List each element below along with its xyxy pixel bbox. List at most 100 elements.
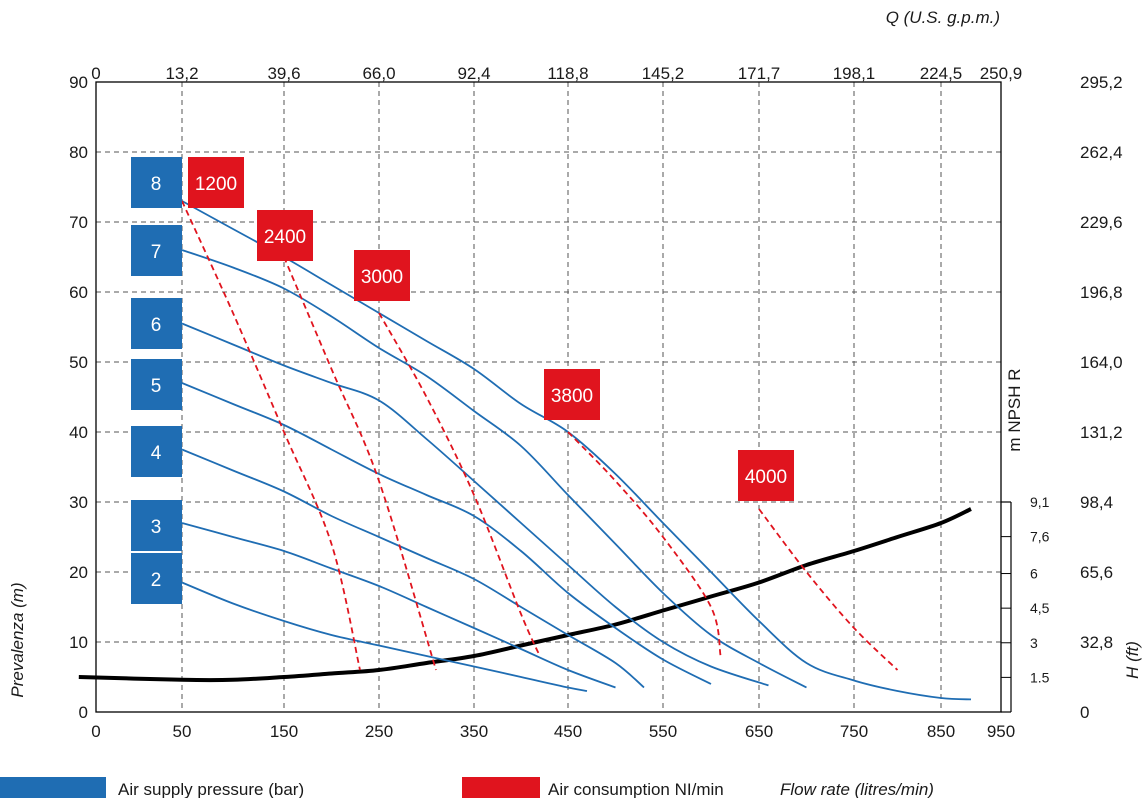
x-tick-label: 0 (91, 722, 100, 741)
y-tick-label: 10 (69, 633, 88, 652)
pressure-curve-5 (181, 382, 712, 685)
pressure-label-text: 3 (151, 517, 162, 538)
legend-flow-label: Flow rate (litres/min) (780, 780, 934, 798)
consumption-label-box (188, 157, 244, 208)
legend-consumption-swatch (462, 777, 540, 798)
legend-pressure-label: Air supply pressure (bar) (118, 780, 304, 798)
pressure-label-text: 8 (151, 174, 162, 195)
x-top-tick-label: 224,5 (920, 64, 963, 83)
pressure-label-text: 2 (151, 570, 162, 591)
pressure-label-text: 5 (151, 376, 162, 397)
curves (78, 200, 972, 701)
pressure-label-5: 5 (131, 359, 182, 410)
pressure-label-6: 6 (131, 298, 182, 349)
consumption-curve-3800 (567, 431, 722, 657)
x-tick-label: 450 (554, 722, 582, 741)
pressure-label-box (131, 500, 182, 551)
consumption-label-4000: 4000 (738, 450, 794, 501)
pressure-label-2: 2 (131, 553, 182, 604)
consumption-label-text: 2400 (264, 227, 306, 248)
consumption-label-text: 1200 (195, 174, 237, 195)
x-tick-label: 50 (173, 722, 192, 741)
pressure-label-box (131, 225, 182, 276)
y-right-tick-label: 164,0 (1080, 353, 1123, 372)
x-top-tick-label: 13,2 (165, 64, 198, 83)
consumption-curve-2400 (283, 256, 437, 671)
plot-frame (95, 81, 1002, 713)
pressure-label-text: 4 (151, 443, 162, 464)
x-tick-label: 150 (270, 722, 298, 741)
consumption-label-2400: 2400 (257, 210, 313, 261)
y-right-tick-label: 262,4 (1080, 143, 1123, 162)
pressure-curve-3 (181, 522, 616, 689)
x-tick-label: 650 (745, 722, 773, 741)
legend-consumption-label: Air consumption NI/min (548, 780, 724, 798)
consumption-label-box (257, 210, 313, 261)
npsh-curve (78, 507, 972, 683)
x-top-tick-label: 92,4 (457, 64, 490, 83)
right-axis-title: H (ft) (1123, 641, 1142, 679)
y-tick-label: 50 (69, 353, 88, 372)
pressure-label-box (131, 553, 182, 604)
npsh-axis (1001, 501, 1012, 713)
x-tick-label: 550 (649, 722, 677, 741)
y-tick-label: 60 (69, 283, 88, 302)
y-tick-label: 20 (69, 563, 88, 582)
x-top-tick-label: 171,7 (738, 64, 781, 83)
npsh-tick-label: 9,1 (1030, 494, 1050, 510)
pressure-label-box (131, 298, 182, 349)
y-tick-label: 0 (79, 703, 88, 722)
x-top-tick-label: 198,1 (833, 64, 876, 83)
x-top-tick-label: 118,8 (547, 64, 588, 83)
legend-pressure-swatch (0, 777, 106, 798)
npsh-axis-title: m NPSH R (1005, 368, 1024, 451)
x-tick-label: 750 (840, 722, 868, 741)
consumption-label-3800: 3800 (544, 369, 600, 420)
pressure-curve-4 (181, 448, 645, 689)
npsh-tick-label: 3 (1030, 635, 1038, 651)
y-right-tick-label: 0 (1080, 703, 1089, 722)
top-axis-title: Q (U.S. g.p.m.) (886, 8, 1000, 27)
x-tick-label: 250 (365, 722, 393, 741)
y-tick-label: 90 (69, 73, 88, 92)
consumption-curve-4000 (758, 508, 899, 671)
consumption-label-text: 3000 (361, 267, 403, 288)
pressure-curve-7 (181, 249, 807, 689)
consumption-curve-3000 (378, 312, 541, 657)
curve-labels: 8 7 6 5 4 3 2 1200 2400 3000 3800 4000 (131, 157, 794, 604)
npsh-tick-label: 1.5 (1030, 669, 1050, 685)
consumption-label-text: 3800 (551, 386, 593, 407)
x-top-tick-label: 39,6 (267, 64, 300, 83)
consumption-label-box (738, 450, 794, 501)
grid-lines (96, 82, 1001, 712)
x-top-tick-label: 250,9 (980, 64, 1023, 83)
npsh-tick-label: 4,5 (1030, 600, 1050, 616)
pressure-curve-6 (181, 322, 769, 687)
consumption-label-box (544, 369, 600, 420)
y-right-tick-label: 196,8 (1080, 283, 1123, 302)
pressure-label-box (131, 359, 182, 410)
npsh-tick-label: 6 (1030, 566, 1038, 582)
y-tick-label: 40 (69, 423, 88, 442)
y-right-tick-label: 131,2 (1080, 423, 1123, 442)
x-tick-label: 850 (927, 722, 955, 741)
pressure-curve-8 (181, 200, 972, 701)
legend: Air supply pressure (bar) Air consumptio… (0, 777, 934, 798)
y-right-tick-label: 65,6 (1080, 563, 1113, 582)
pressure-label-box (131, 426, 182, 477)
x-top-tick-label: 145,2 (642, 64, 685, 83)
y-right-tick-label: 98,4 (1080, 493, 1113, 512)
y-tick-label: 30 (69, 493, 88, 512)
y-right-tick-label: 229,6 (1080, 213, 1123, 232)
pressure-label-text: 7 (151, 242, 162, 263)
x-top-tick-label: 66,0 (362, 64, 395, 83)
pressure-curve-2 (181, 581, 588, 692)
pressure-label-7: 7 (131, 225, 182, 276)
y-right-tick-label: 295,2 (1080, 73, 1123, 92)
y-right-tick-label: 32,8 (1080, 633, 1113, 652)
npsh-tick-label: 7,6 (1030, 529, 1050, 545)
consumption-label-text: 4000 (745, 467, 787, 488)
pressure-label-4: 4 (131, 426, 182, 477)
